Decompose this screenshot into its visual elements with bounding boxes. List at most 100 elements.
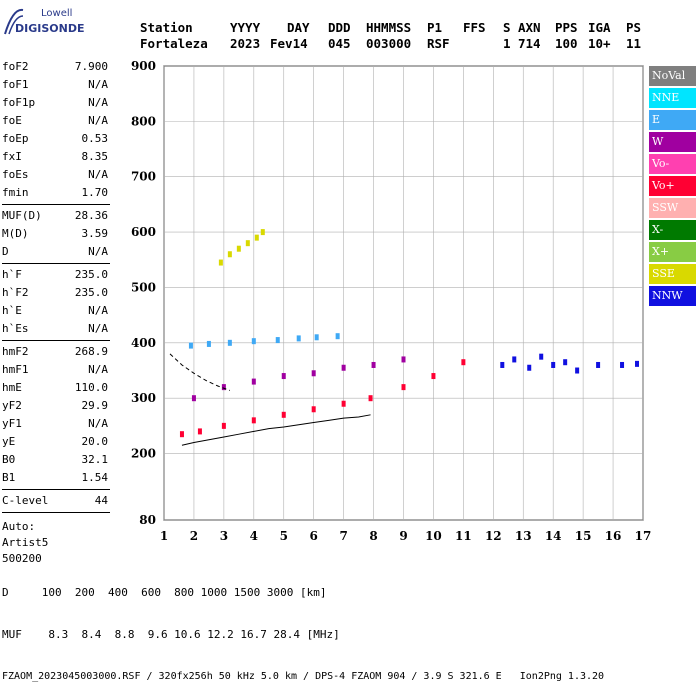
header-label: AXN	[518, 20, 541, 35]
param-value: 1.54	[81, 471, 109, 484]
auto-artist: Artist5	[2, 536, 49, 549]
series-e	[188, 333, 340, 349]
logo-line1: Lowell	[41, 8, 73, 19]
divider	[2, 263, 110, 264]
y-tick-label: 300	[131, 391, 156, 405]
legend-entry: X+	[649, 242, 696, 262]
station-header: Station YYYY DAY DDD HHMMSS P1 FFS S AXN PPS IGA PS…	[140, 20, 700, 54]
y-tick-label: 200	[131, 447, 156, 461]
param-value: 1.70	[81, 186, 109, 199]
param-key: yE	[2, 435, 16, 448]
x-tick-label: 7	[339, 529, 347, 543]
echo-point	[188, 342, 193, 349]
divider	[2, 204, 110, 205]
x-tick-label: 14	[545, 529, 562, 543]
param-row: foF1p N/A	[2, 94, 110, 112]
param-value: 8.35	[81, 150, 109, 163]
param-row: B1 1.54	[2, 469, 110, 487]
legend-entry: Vo+	[649, 176, 696, 196]
auto-code: 500200	[2, 552, 42, 565]
param-key: D	[2, 245, 9, 258]
param-group-muf: MUF(D) 28.36 M(D) 3.59 D N/A	[2, 207, 110, 261]
header-value: 11	[626, 36, 642, 51]
x-tick-label: 4	[250, 529, 258, 543]
divider	[2, 512, 110, 513]
param-key: h`F	[2, 268, 22, 281]
param-row: fmin 1.70	[2, 184, 110, 202]
param-value: N/A	[88, 322, 108, 335]
param-value: N/A	[88, 78, 108, 91]
param-key: foEp	[2, 132, 29, 145]
echo-point	[179, 431, 184, 438]
param-key: B0	[2, 453, 16, 466]
param-key: foF2	[2, 60, 29, 73]
header-label: FFS	[463, 20, 486, 35]
param-row: fxI 8.35	[2, 148, 110, 166]
echo-point	[596, 361, 601, 368]
param-row: C-level 44	[2, 492, 110, 510]
footer-file-info: FZAOM_2023045003000.RSF / 320fx256h 50 k…	[2, 671, 605, 682]
logo-mark-icon	[4, 8, 24, 35]
param-value: N/A	[88, 168, 108, 181]
legend-entry: NNW	[649, 286, 696, 306]
echo-point	[512, 356, 517, 363]
echo-point	[341, 364, 346, 371]
echo-point	[527, 364, 532, 371]
param-key: fxI	[2, 150, 22, 163]
param-value: N/A	[88, 114, 108, 127]
header-value: 10+	[588, 36, 611, 51]
x-tick-label: 15	[575, 529, 592, 543]
x-tick-label: 8	[369, 529, 377, 543]
param-key: yF2	[2, 399, 22, 412]
x-tick-label: 17	[635, 529, 652, 543]
echo-point	[245, 240, 250, 247]
param-row: yE 20.0	[2, 433, 110, 451]
echo-point	[260, 229, 265, 236]
param-row: h`E N/A	[2, 302, 110, 320]
divider	[2, 489, 110, 490]
echo-point	[431, 373, 436, 380]
param-row: hmE 110.0	[2, 379, 110, 397]
auto-label: Auto:	[2, 520, 36, 533]
legend-entry: NNE	[649, 88, 696, 108]
param-value: 29.9	[81, 399, 109, 412]
echo-point	[206, 340, 211, 347]
param-key: MUF(D)	[2, 209, 42, 222]
param-key: foE	[2, 114, 22, 127]
x-tick-label: 12	[485, 529, 502, 543]
lowell-digisonde-logo: Lowell DIGISONDE	[3, 6, 84, 40]
param-value: 110.0	[74, 381, 108, 394]
echo-point	[251, 378, 256, 385]
param-row: h`F2 235.0	[2, 284, 110, 302]
series-vo-	[179, 359, 466, 438]
param-row: yF1 N/A	[2, 415, 110, 433]
param-value: N/A	[88, 245, 108, 258]
param-group-profile: hmF2 268.9 hmF1 N/A hmE 110.0 yF2 29.9 yF1 N/A yE 2…	[2, 343, 110, 487]
header-label: S	[503, 20, 511, 35]
header-label: PPS	[555, 20, 578, 35]
header-label: YYYY	[230, 20, 261, 35]
grid	[163, 65, 644, 521]
ionogram-chart: 1 2 3 4 5 6 7 8 9 10 11 12 13 14 15 16 17802003004005006…	[131, 59, 651, 543]
echo-point	[620, 361, 625, 368]
echo-point	[575, 367, 580, 374]
y-tick-label: 80	[139, 513, 156, 527]
legend-entry: E	[649, 110, 696, 130]
param-value: 44	[94, 494, 108, 507]
legend-entry: SSW	[649, 198, 696, 218]
axis-ticks: 1 2 3 4 5 6 7 8 9 10 11 12 13 14 15 16 17802003004005006…	[131, 59, 651, 543]
echo-point	[311, 370, 316, 377]
echo-point	[281, 411, 286, 418]
series-nnw	[500, 353, 640, 374]
param-row: h`F 235.0	[2, 266, 110, 284]
header-value: 1	[503, 36, 511, 51]
y-tick-label: 700	[131, 170, 156, 184]
param-value: 268.9	[74, 345, 108, 358]
header-value: 2023	[230, 36, 261, 51]
echo-point	[254, 234, 259, 241]
dashed-curve	[169, 353, 231, 391]
x-tick-label: 5	[280, 529, 288, 543]
header-label: IGA	[588, 20, 611, 35]
param-row: yF2 29.9	[2, 397, 110, 415]
y-tick-label: 500	[131, 280, 156, 294]
